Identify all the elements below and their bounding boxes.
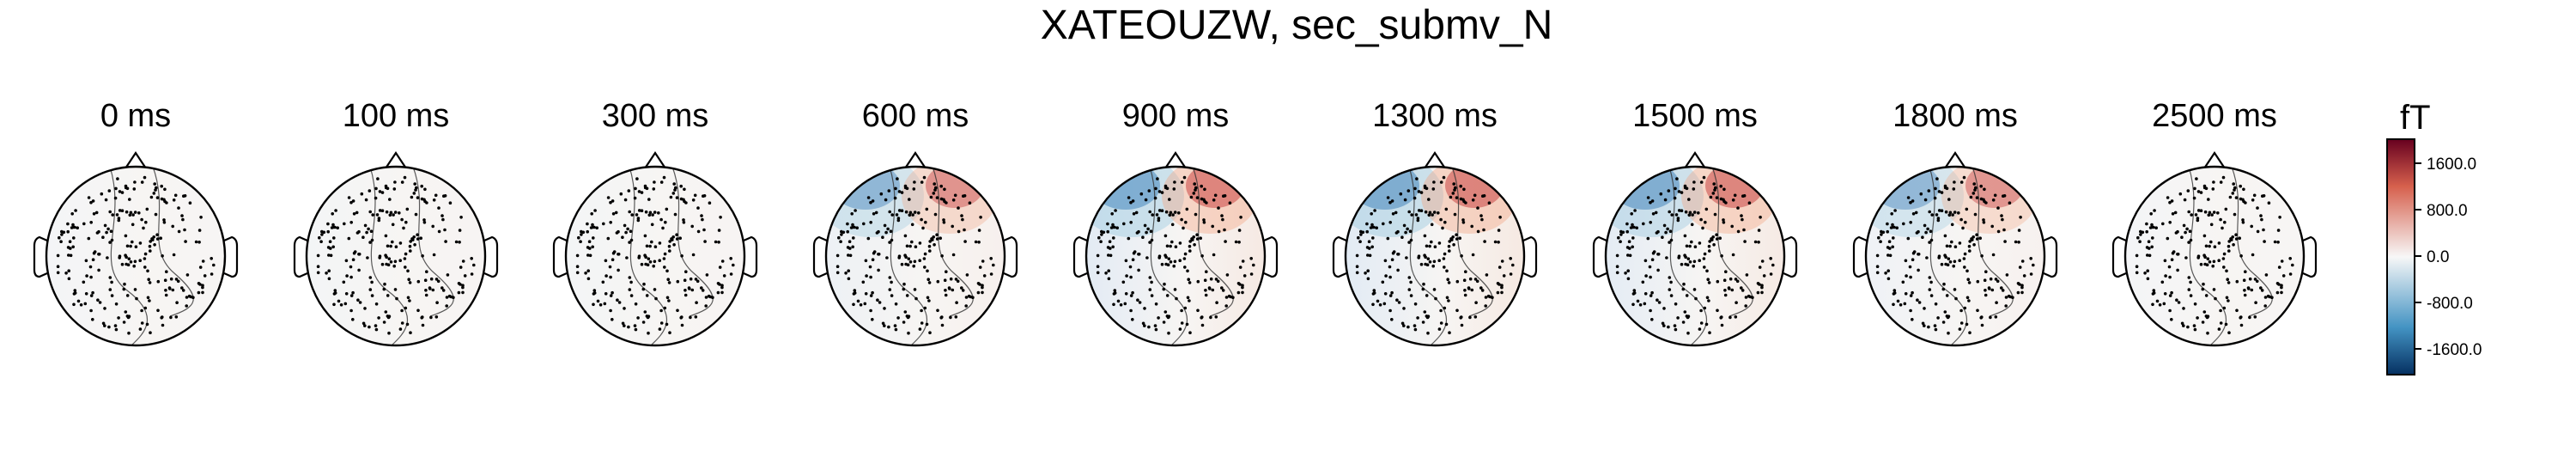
right-ear-outline bbox=[483, 235, 499, 278]
head-outline bbox=[2123, 165, 2306, 347]
left-ear-outline bbox=[1332, 235, 1347, 278]
head-outline bbox=[1084, 165, 1267, 347]
nose-outline bbox=[385, 151, 407, 169]
time-label-0: 0 ms bbox=[100, 98, 172, 134]
time-label-7: 1800 ms bbox=[1893, 98, 2018, 134]
topomap-3 bbox=[812, 151, 1018, 347]
colorbar-tick-label: -1600.0 bbox=[2427, 341, 2482, 359]
topomap-7 bbox=[1852, 151, 2058, 347]
left-ear-outline bbox=[552, 235, 568, 278]
colorbar: fT 1600.0 800.0 0.0 -800.0 -1600.0 bbox=[2386, 99, 2482, 375]
sensor-dots bbox=[575, 175, 735, 335]
colorbar-gradient bbox=[2386, 138, 2415, 375]
head-field bbox=[1346, 167, 1524, 345]
sensor-dots bbox=[1096, 175, 1255, 335]
sensor-dots bbox=[56, 175, 216, 335]
head-field bbox=[826, 167, 1005, 345]
right-ear-outline bbox=[1263, 235, 1279, 278]
topomap-0 bbox=[33, 151, 239, 347]
nose-outline bbox=[1424, 151, 1446, 169]
head-field bbox=[46, 167, 225, 345]
nose-outline bbox=[904, 151, 927, 169]
nose-outline bbox=[125, 151, 147, 169]
figure-title-text: XATEOUZW, sec_submv_N bbox=[1040, 3, 1553, 48]
left-ear-outline bbox=[2111, 235, 2127, 278]
colorbar-tick-label: 0.0 bbox=[2427, 248, 2449, 266]
right-ear-outline bbox=[2302, 235, 2318, 278]
head-outline bbox=[305, 165, 487, 347]
time-label-6: 1500 ms bbox=[1632, 98, 1758, 134]
colorbar-unit: fT bbox=[2400, 99, 2431, 137]
head-field bbox=[1086, 167, 1265, 345]
colorbar-tick-label: 800.0 bbox=[2427, 202, 2468, 220]
sensor-dots bbox=[1875, 175, 2035, 335]
head-outline bbox=[564, 165, 746, 347]
time-label-8: 2500 ms bbox=[2152, 98, 2277, 134]
right-ear-outline bbox=[743, 235, 758, 278]
head-outline bbox=[45, 165, 227, 347]
left-ear-outline bbox=[812, 235, 828, 278]
sensor-dots bbox=[1355, 175, 1515, 335]
head-outline bbox=[824, 165, 1006, 347]
left-ear-outline bbox=[1592, 235, 1607, 278]
nose-outline bbox=[2203, 151, 2226, 169]
right-ear-outline bbox=[1003, 235, 1018, 278]
sensor-dots bbox=[316, 175, 476, 335]
time-label-2: 300 ms bbox=[601, 98, 709, 134]
left-ear-outline bbox=[1852, 235, 1868, 278]
left-ear-outline bbox=[33, 235, 48, 278]
sensor-dots bbox=[2135, 175, 2294, 335]
topomap-5 bbox=[1332, 151, 1538, 347]
time-label-1: 100 ms bbox=[342, 98, 450, 134]
topomap-2 bbox=[552, 151, 758, 347]
colorbar-tick-label: 1600.0 bbox=[2427, 156, 2476, 174]
right-ear-outline bbox=[223, 235, 239, 278]
right-ear-outline bbox=[1522, 235, 1538, 278]
nose-outline bbox=[1684, 151, 1706, 169]
colorbar-tick-label: -800.0 bbox=[2427, 295, 2473, 313]
topomap-8 bbox=[2111, 151, 2318, 347]
time-label-5: 1300 ms bbox=[1372, 98, 1498, 134]
head-outline bbox=[1344, 165, 1526, 347]
sensor-dots bbox=[1615, 175, 1775, 335]
topomap-1 bbox=[293, 151, 499, 347]
head-outline bbox=[1604, 165, 1786, 347]
topomap-4 bbox=[1072, 151, 1279, 347]
time-label-4: 900 ms bbox=[1121, 98, 1230, 134]
head-outline bbox=[1864, 165, 2046, 347]
right-ear-outline bbox=[2043, 235, 2058, 278]
head-field bbox=[307, 167, 485, 345]
left-ear-outline bbox=[1072, 235, 1088, 278]
sensor-dots bbox=[835, 175, 995, 335]
head-field bbox=[1606, 167, 1784, 345]
time-label-3: 600 ms bbox=[861, 98, 969, 134]
head-field bbox=[2125, 167, 2304, 345]
head-field bbox=[1866, 167, 2044, 345]
left-ear-outline bbox=[293, 235, 308, 278]
head-field bbox=[566, 167, 744, 345]
topomap-6 bbox=[1592, 151, 1798, 347]
nose-outline bbox=[1164, 151, 1187, 169]
nose-outline bbox=[644, 151, 666, 169]
nose-outline bbox=[1944, 151, 1966, 169]
right-ear-outline bbox=[1783, 235, 1798, 278]
figure-title: XATEOUZW, sec_submv_N bbox=[0, 0, 2576, 52]
